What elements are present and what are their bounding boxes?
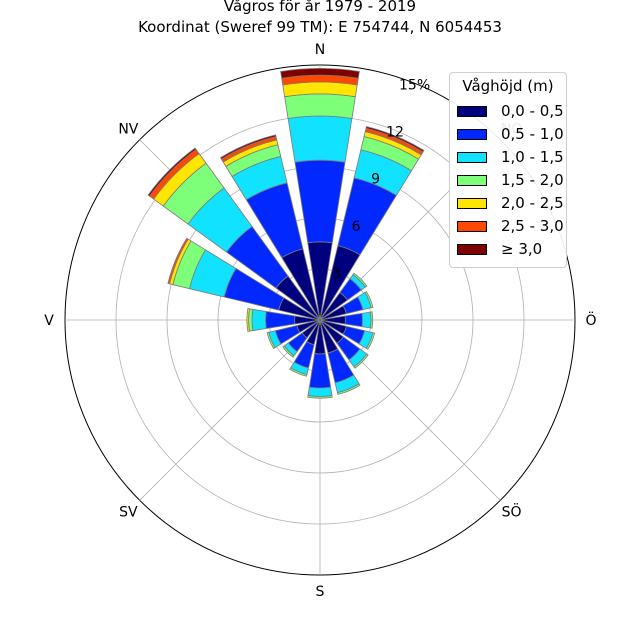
rose-bar-segment bbox=[365, 332, 376, 350]
rose-bar-segment bbox=[294, 159, 346, 244]
legend-label: 1,5 - 2,0 bbox=[501, 171, 564, 189]
rose-bar-segment bbox=[219, 134, 277, 160]
rose-bar-segment bbox=[167, 237, 189, 285]
rose-bar-segment bbox=[280, 68, 360, 79]
rose-bar-segment bbox=[365, 126, 425, 153]
rose-bar-segment bbox=[352, 272, 368, 288]
rose-bar-segment bbox=[361, 311, 372, 329]
rose-bars bbox=[147, 68, 425, 399]
legend-entry: ≥ 3,0 bbox=[457, 239, 542, 259]
chart-subtitle: Koordinat (Sweref 99 TM): E 754744, N 60… bbox=[138, 18, 502, 36]
legend-swatch bbox=[457, 128, 487, 140]
rose-bar-segment bbox=[266, 331, 276, 349]
legend-swatch bbox=[457, 174, 487, 186]
rose-bar-segment bbox=[307, 386, 333, 397]
direction-label: Ö bbox=[585, 311, 596, 329]
rose-bar-segment bbox=[369, 311, 374, 329]
radial-tick-labels: 3 6 9 12 15% bbox=[332, 77, 430, 281]
rose-bar-segment bbox=[289, 367, 308, 377]
rose-bar-segment bbox=[284, 93, 356, 119]
rose-bar-segment bbox=[246, 308, 250, 332]
direction-label: N bbox=[315, 42, 325, 58]
legend-label: 1,0 - 1,5 bbox=[501, 148, 564, 166]
legend-entry: 1,0 - 1,5 bbox=[457, 147, 564, 167]
legend-entry: 2,0 - 2,5 bbox=[457, 193, 564, 213]
chart-title: Vågros för år 1979 - 2019 bbox=[223, 0, 417, 15]
radial-tick-label: 6 bbox=[352, 219, 361, 235]
rose-bar-segment bbox=[364, 291, 374, 309]
legend-swatch bbox=[457, 105, 487, 117]
legend-swatch bbox=[457, 243, 487, 255]
direction-label: SV bbox=[119, 505, 138, 521]
radial-tick-label: 12 bbox=[386, 125, 404, 141]
legend-label: 0,0 - 0,5 bbox=[501, 102, 564, 120]
rose-bar-segment bbox=[265, 311, 296, 329]
radial-tick-label: 3 bbox=[332, 266, 341, 282]
legend-swatch bbox=[457, 151, 487, 163]
legend-label: 0,5 - 1,0 bbox=[501, 125, 564, 143]
direction-label: V bbox=[44, 313, 54, 329]
rose-bar-segment bbox=[282, 345, 295, 358]
legend-title: Våghöjd (m) bbox=[462, 77, 554, 95]
legend-entry: 0,0 - 0,5 bbox=[457, 101, 564, 121]
rose-bar-segment bbox=[308, 353, 332, 389]
legend-entry: 0,5 - 1,0 bbox=[457, 124, 564, 144]
rose-bar-segment bbox=[307, 395, 333, 399]
rose-bar-segment bbox=[251, 308, 267, 332]
direction-label: NV bbox=[118, 121, 138, 137]
rose-bar-segment bbox=[147, 147, 197, 197]
rose-bar-segment bbox=[287, 115, 353, 163]
direction-label: SÖ bbox=[502, 503, 522, 521]
radial-tick-label: 9 bbox=[371, 172, 380, 188]
legend-label: ≥ 3,0 bbox=[501, 240, 543, 258]
direction-label: S bbox=[316, 584, 325, 600]
rose-bar-segment bbox=[336, 383, 361, 395]
legend-label: 2,0 - 2,5 bbox=[501, 194, 564, 212]
legend-entry: 2,5 - 3,0 bbox=[457, 216, 564, 236]
rose-bar-segment bbox=[344, 312, 363, 328]
legend-swatch bbox=[457, 197, 487, 209]
rose-bar-segment bbox=[353, 353, 369, 369]
legend-entry: 1,5 - 2,0 bbox=[457, 170, 564, 190]
legend: Våghöjd (m) 0,0 - 0,5 0,5 - 1,0 1,0 - 1,5 1… bbox=[449, 72, 567, 268]
legend-swatch bbox=[457, 220, 487, 232]
legend-label: 2,5 - 3,0 bbox=[501, 217, 564, 235]
radial-tick-label: 15% bbox=[399, 77, 430, 93]
